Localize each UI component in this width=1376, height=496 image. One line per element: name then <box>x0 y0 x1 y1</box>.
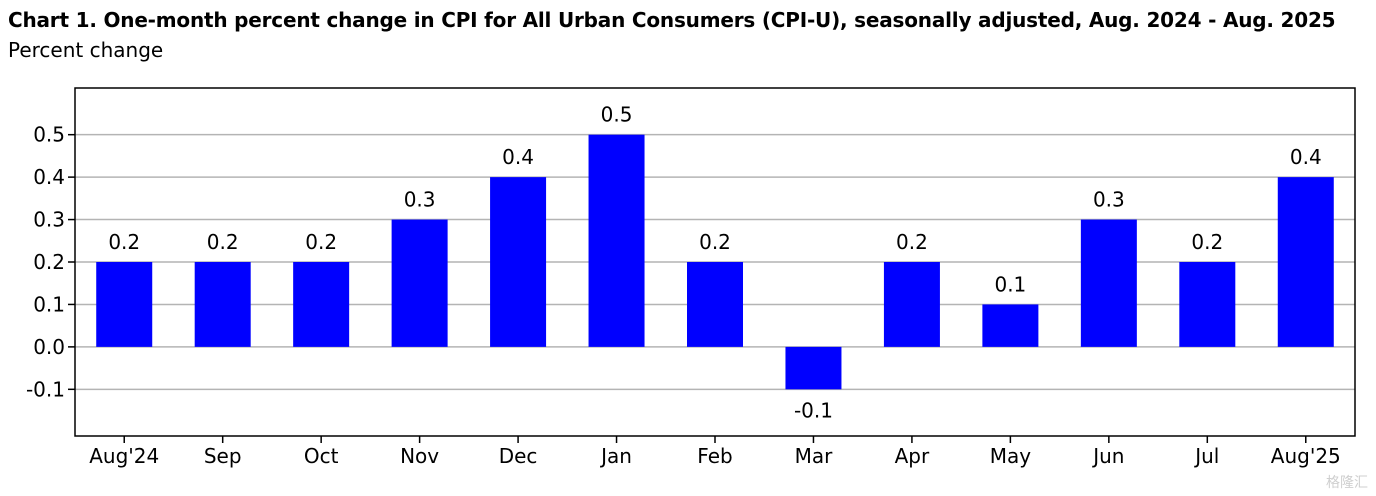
x-tick-label: Mar <box>795 444 834 468</box>
x-tick-label: Apr <box>895 444 930 468</box>
data-label: 0.4 <box>1290 145 1322 169</box>
y-tick-label: 0.2 <box>33 250 65 274</box>
data-label: 0.3 <box>404 188 436 212</box>
data-labels: 0.2 0.2 0.2 0.3 0.4 0.5 0.2 -0.1 0.2 0.1 0.3 0.2 0.4 <box>108 103 1321 423</box>
bar <box>883 262 940 347</box>
y-tick-label: 0.3 <box>33 208 65 232</box>
data-label: 0.2 <box>108 230 140 254</box>
data-label: 0.2 <box>1191 230 1223 254</box>
bar <box>1179 262 1236 347</box>
bar <box>490 177 547 347</box>
bar <box>1080 219 1137 347</box>
data-label: 0.4 <box>502 145 534 169</box>
bar <box>391 219 448 347</box>
bar <box>293 262 350 347</box>
data-label: 0.2 <box>896 230 928 254</box>
axis-ticks: -0.1 0.0 0.1 0.2 0.3 0.4 0.5 Aug'24 Sep Oct Nov Dec… <box>26 123 1341 468</box>
chart-title: Chart 1. One-month percent change in CPI… <box>8 8 1336 32</box>
bar <box>194 262 251 347</box>
data-label: 0.2 <box>699 230 731 254</box>
y-axis-label: Percent change <box>8 38 164 62</box>
x-tick-label: Jul <box>1193 444 1219 468</box>
x-tick-label: Aug'25 <box>1271 444 1341 468</box>
data-label: 0.3 <box>1093 188 1125 212</box>
x-tick-label: Sep <box>204 444 242 468</box>
x-tick-label: Dec <box>499 444 538 468</box>
bar <box>785 346 842 390</box>
x-tick-label: Jun <box>1091 444 1124 468</box>
x-tick-label: Jan <box>599 444 632 468</box>
y-tick-label: 0.5 <box>33 123 65 147</box>
bar <box>96 262 153 347</box>
bar <box>982 304 1039 347</box>
data-label: 0.2 <box>207 230 239 254</box>
x-tick-label: Feb <box>697 444 732 468</box>
data-label: 0.2 <box>305 230 337 254</box>
y-tick-label: 0.0 <box>33 335 65 359</box>
y-tick-label: -0.1 <box>26 377 65 401</box>
y-tick-label: 0.1 <box>33 292 65 316</box>
bar <box>1277 177 1334 347</box>
bar <box>588 134 645 347</box>
x-tick-label: May <box>990 444 1032 468</box>
bar <box>687 262 743 347</box>
x-tick-label: Oct <box>304 444 339 468</box>
y-tick-label: 0.4 <box>33 165 65 189</box>
data-label: 0.5 <box>601 103 633 127</box>
watermark: 格隆汇 <box>1326 475 1368 491</box>
data-label: 0.1 <box>994 272 1026 296</box>
data-label: -0.1 <box>794 398 833 422</box>
x-tick-label: Aug'24 <box>89 444 159 468</box>
x-tick-label: Nov <box>400 444 439 468</box>
bars <box>96 134 1334 390</box>
